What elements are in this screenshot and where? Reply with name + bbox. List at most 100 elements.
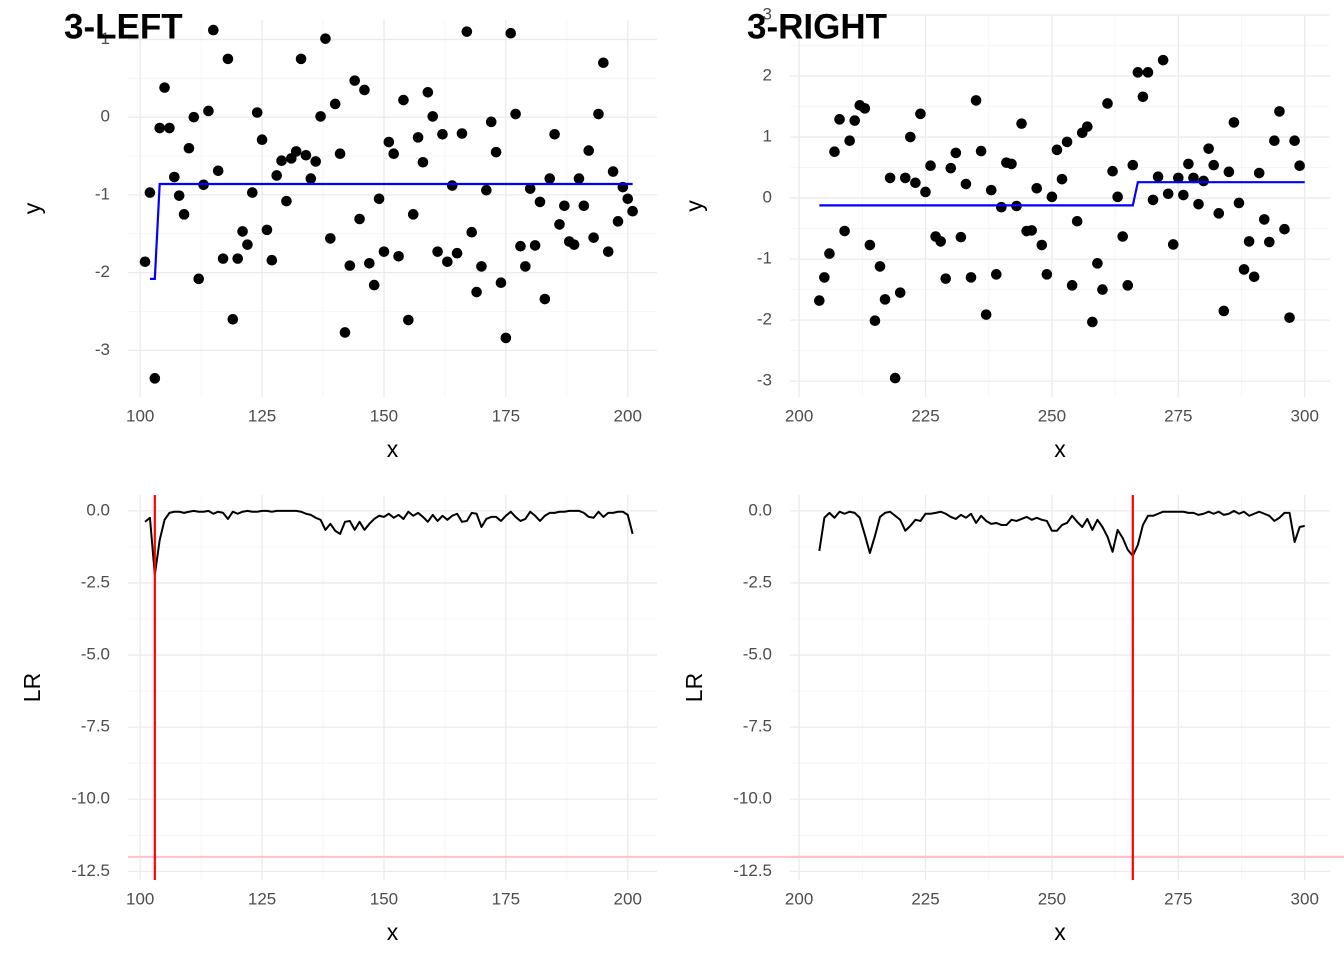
point xyxy=(520,261,531,272)
x-tick-label: 125 xyxy=(248,889,276,908)
y-tick-label: -2.5 xyxy=(81,572,110,591)
point xyxy=(1066,280,1078,291)
point xyxy=(1087,316,1098,328)
y-tick-label: -3 xyxy=(95,340,110,359)
point xyxy=(1213,208,1225,219)
point xyxy=(315,111,326,122)
point xyxy=(950,147,962,159)
point xyxy=(364,258,375,269)
y-tick-label: 1 xyxy=(763,127,772,146)
point xyxy=(339,327,351,338)
point xyxy=(276,155,287,166)
point xyxy=(227,313,239,325)
point xyxy=(1036,239,1048,251)
point xyxy=(524,183,536,194)
point xyxy=(510,108,521,120)
point xyxy=(844,135,855,147)
point xyxy=(281,195,292,207)
panel-title: 3-RIGHT xyxy=(747,7,887,46)
point xyxy=(1289,135,1300,147)
point xyxy=(955,231,967,243)
point xyxy=(539,293,551,305)
point xyxy=(1157,54,1169,66)
point xyxy=(505,27,517,39)
point xyxy=(829,146,840,157)
point xyxy=(1147,194,1159,206)
point xyxy=(622,193,634,205)
point xyxy=(859,103,871,114)
y-tick-label: 3 xyxy=(763,4,772,23)
point xyxy=(612,216,624,227)
point xyxy=(1264,236,1275,248)
point xyxy=(1218,305,1230,317)
point xyxy=(217,253,229,264)
y-axis-label: LR xyxy=(19,673,45,702)
point xyxy=(461,26,473,37)
y-tick-label: 2 xyxy=(763,66,772,85)
point xyxy=(495,277,507,289)
point xyxy=(359,84,370,96)
x-tick-label: 100 xyxy=(126,889,154,908)
point xyxy=(247,187,258,198)
point xyxy=(1228,117,1240,128)
point xyxy=(598,57,609,69)
point xyxy=(1006,158,1017,170)
point xyxy=(212,165,224,177)
point xyxy=(1258,214,1270,225)
point xyxy=(169,171,180,183)
point xyxy=(834,114,845,125)
point xyxy=(188,111,200,123)
x-tick-label: 200 xyxy=(785,889,813,908)
point xyxy=(378,246,390,257)
point xyxy=(290,146,302,157)
point xyxy=(149,373,161,384)
point xyxy=(300,149,312,161)
y-tick-label: 0.0 xyxy=(86,500,110,519)
panel-title: 3-LEFT xyxy=(64,7,183,46)
y-tick-label: -5.0 xyxy=(743,645,772,664)
point xyxy=(329,98,341,110)
point xyxy=(583,145,595,156)
y-tick-label: -7.5 xyxy=(743,717,772,736)
y-tick-label: -10.0 xyxy=(71,789,110,808)
x-tick-label: 300 xyxy=(1291,889,1319,908)
point xyxy=(407,209,419,220)
point xyxy=(427,111,439,122)
fit-line xyxy=(149,182,633,280)
x-tick-label: 175 xyxy=(492,889,520,908)
point xyxy=(889,372,901,384)
point xyxy=(549,128,560,140)
point xyxy=(1178,189,1189,201)
point xyxy=(373,193,385,205)
point xyxy=(869,315,881,327)
point xyxy=(490,146,502,158)
point xyxy=(1243,236,1255,247)
point xyxy=(183,142,195,154)
point xyxy=(1188,172,1199,184)
point xyxy=(173,190,185,201)
point xyxy=(251,107,263,118)
point xyxy=(242,239,253,250)
point xyxy=(1026,225,1037,236)
point xyxy=(814,295,825,306)
point xyxy=(593,108,604,120)
point xyxy=(144,187,156,198)
point xyxy=(1238,264,1250,275)
point xyxy=(305,173,317,184)
point xyxy=(899,172,911,184)
point xyxy=(573,173,585,184)
point xyxy=(481,184,492,196)
point xyxy=(970,95,982,106)
y-axis-label: y xyxy=(19,202,45,214)
point xyxy=(607,166,619,177)
point xyxy=(388,148,400,159)
point xyxy=(1233,197,1245,209)
point xyxy=(534,196,546,208)
x-tick-label: 200 xyxy=(614,889,642,908)
point xyxy=(1127,159,1139,171)
point xyxy=(879,294,891,305)
point xyxy=(437,128,448,140)
y-tick-label: -2 xyxy=(95,262,110,281)
